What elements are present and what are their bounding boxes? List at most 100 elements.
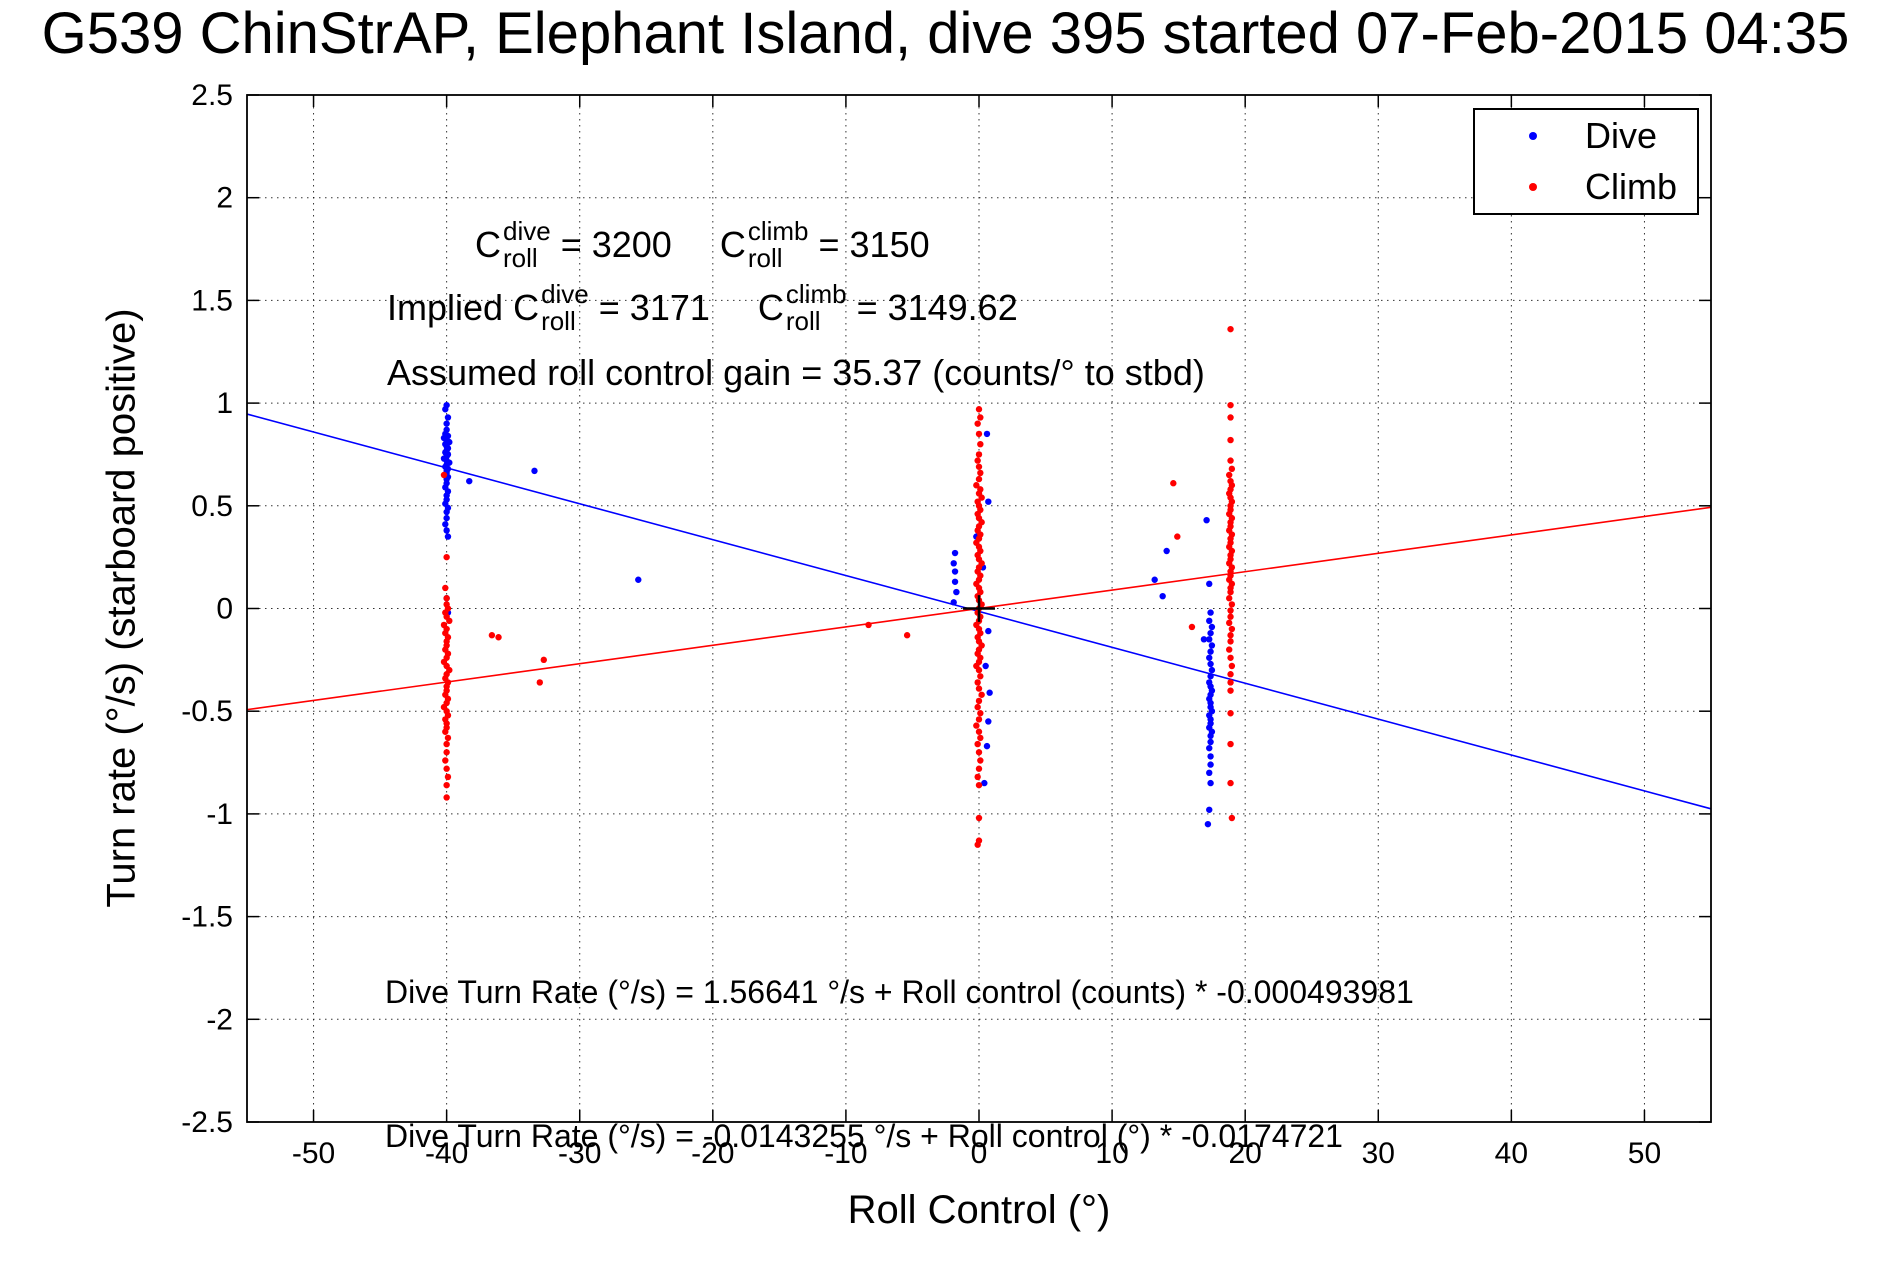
climb-point — [440, 471, 448, 479]
c-sub: roll — [785, 305, 821, 336]
dive-point — [982, 662, 989, 670]
climb-point — [978, 691, 985, 698]
dive-point — [1206, 769, 1213, 777]
climb-point — [977, 710, 984, 717]
c-roll-climb-term: C climb roll — [720, 218, 809, 271]
climb-point — [973, 482, 980, 489]
legend-label-climb: Climb — [1585, 166, 1678, 208]
y-axis-label: Turn rate (°/s) (starboard positive) — [99, 308, 144, 908]
regression-equations: Dive Turn Rate (°/s) = 1.56641 °/s + Rol… — [385, 872, 1449, 1262]
x-tick-label: 50 — [1628, 1137, 1661, 1170]
dive-point — [1207, 753, 1214, 760]
climb-point — [1227, 679, 1234, 686]
x-tick-label: 30 — [1362, 1137, 1395, 1170]
annotation-roll-gain: Assumed roll control gain = 35.37 (count… — [387, 352, 1205, 393]
climb-point — [975, 451, 983, 458]
c-sup: climb — [747, 216, 809, 246]
c-sub: roll — [503, 242, 538, 273]
equation-dive-deg: Dive Turn Rate (°/s) = -0.0143255 °/s + … — [385, 1118, 1343, 1154]
dive-point — [951, 549, 959, 557]
dive-marker-icon — [1529, 131, 1537, 140]
y-tick-label: 2.5 — [191, 79, 233, 112]
climb-point — [444, 773, 452, 781]
c-sup: climb — [785, 279, 847, 309]
climb-point — [975, 814, 983, 822]
dive-point — [443, 508, 450, 516]
dive-point — [1206, 617, 1213, 625]
climb-point — [1227, 588, 1234, 596]
dive-point — [442, 406, 449, 413]
dive-point — [986, 689, 993, 696]
climb-point — [1170, 480, 1177, 487]
climb-point — [1227, 632, 1234, 639]
climb-point — [1227, 638, 1234, 645]
x-tick-label: -20 — [691, 1137, 734, 1170]
dive-point — [1207, 732, 1214, 740]
dive-point — [444, 414, 452, 421]
dive-point — [443, 420, 450, 427]
dive-point — [443, 527, 450, 534]
dive-point — [950, 599, 957, 606]
climb-point — [1226, 646, 1233, 653]
climb-point — [1226, 595, 1233, 602]
dive-point — [1207, 629, 1214, 637]
climb-point — [1228, 465, 1236, 473]
equation-climb-counts: Climb Turn Rate (°/s) = -0.797398 °/s + … — [385, 1256, 1449, 1262]
climb-point — [1227, 401, 1234, 409]
climb-point — [442, 728, 449, 735]
climb-point — [1227, 457, 1234, 464]
climb-point — [1227, 671, 1234, 678]
y-tick-label: 2 — [216, 182, 233, 215]
climb-point — [974, 740, 981, 748]
climb-point — [495, 634, 502, 641]
y-tick-label: 0.5 — [191, 490, 233, 523]
dive-point — [1159, 592, 1166, 600]
y-tick-label: 0 — [216, 593, 233, 626]
climb-point — [1226, 471, 1233, 479]
dive-point — [1151, 576, 1158, 583]
climb-point — [443, 740, 450, 748]
dive-point — [983, 742, 991, 750]
dive-point — [1207, 609, 1214, 616]
c-roll-climb-implied-term: C climb roll — [758, 281, 847, 334]
climb-point — [540, 656, 547, 664]
climb-point — [1226, 619, 1233, 627]
climb-point — [974, 420, 981, 427]
climb-point — [443, 765, 450, 772]
climb-point — [975, 765, 983, 772]
implied-prefix: Implied — [387, 286, 514, 328]
x-tick-label: -10 — [824, 1137, 867, 1170]
climb-point — [443, 553, 450, 561]
c-sub: roll — [541, 305, 576, 336]
tick-labels: -50 -40 -30 -20 -10 0 10 20 30 40 50 2.5 2 1.5 1 0.5 0 -0… — [181, 79, 1661, 1170]
origin-cross — [963, 595, 995, 622]
climb-point — [443, 595, 450, 602]
climb-point — [975, 728, 983, 735]
dive-point — [1206, 744, 1213, 752]
plot-box — [246, 94, 1712, 1123]
x-tick-label: -30 — [558, 1137, 601, 1170]
y-tick-label: -1 — [206, 798, 233, 831]
dive-point — [985, 498, 992, 505]
climb-point — [1227, 654, 1234, 661]
climb-point — [1227, 325, 1234, 333]
climb-point — [1228, 814, 1236, 822]
dive-point — [1208, 623, 1216, 631]
climb-point — [977, 757, 984, 764]
y-tick-label: 1.5 — [191, 284, 233, 317]
dive-point — [1204, 820, 1212, 828]
climb-point — [977, 414, 984, 421]
dive-point — [1207, 660, 1214, 668]
climb-point — [865, 621, 872, 629]
climb-point — [973, 722, 980, 729]
x-tick-label: -50 — [292, 1137, 335, 1170]
x-tick-label: 20 — [1228, 1137, 1261, 1170]
equation-dive-counts: Dive Turn Rate (°/s) = 1.56641 °/s + Rol… — [385, 974, 1414, 1010]
c-roll-dive-term: C dive roll — [475, 218, 551, 271]
climb-point — [977, 440, 984, 448]
dive-point — [951, 568, 959, 575]
y-tick-label: 1 — [216, 387, 233, 420]
climb-point — [1227, 740, 1234, 748]
climb-point — [1227, 613, 1234, 620]
